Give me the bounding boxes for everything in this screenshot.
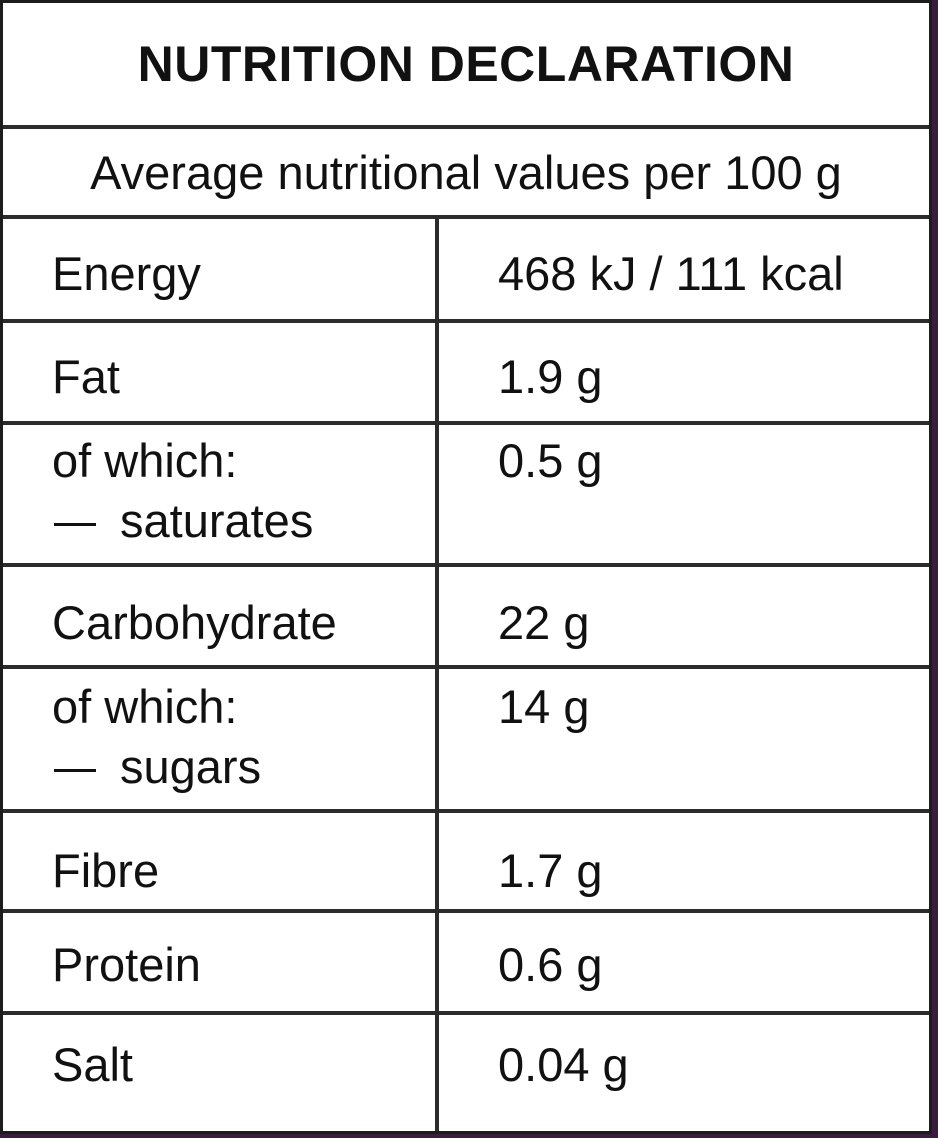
row-value: 468 kJ / 111 kcal: [498, 247, 844, 300]
row-label-group: of which: saturates: [52, 431, 313, 551]
table-row-salt: Salt 0.04 g: [3, 1015, 929, 1131]
table-row-energy: Energy 468 kJ / 111 kcal: [3, 219, 929, 323]
table-title: NUTRITION DECLARATION: [3, 3, 929, 129]
row-label: Energy: [52, 247, 201, 300]
table-subtitle: Average nutritional values per 100 g: [3, 129, 929, 219]
column-divider: [435, 219, 439, 1131]
row-value: 1.9 g: [498, 350, 603, 403]
row-label: Protein: [52, 938, 201, 991]
row-sub-label-line: saturates: [52, 491, 313, 551]
row-label: Fibre: [52, 844, 160, 897]
row-value: 0.5 g: [498, 434, 603, 487]
table-row-protein: Protein 0.6 g: [3, 913, 929, 1015]
table-row-fat: Fat 1.9 g: [3, 323, 929, 425]
row-label: Fat: [52, 350, 120, 403]
row-label: of which:: [52, 434, 238, 487]
row-value: 1.7 g: [498, 844, 603, 897]
table-row-fibre: Fibre 1.7 g: [3, 813, 929, 913]
row-label: Salt: [52, 1038, 133, 1091]
row-sub-label: sugars: [120, 740, 262, 793]
row-label: of which:: [52, 680, 238, 733]
table-row-sugars: of which: sugars 14 g: [3, 669, 929, 813]
row-label-group: of which: sugars: [52, 677, 261, 797]
row-sub-label: saturates: [120, 494, 314, 547]
row-label: Carbohydrate: [52, 596, 337, 649]
row-value: 14 g: [498, 680, 590, 733]
row-value: 0.04 g: [498, 1038, 629, 1091]
dash-icon: [54, 523, 96, 527]
table-row-carbohydrate: Carbohydrate 22 g: [3, 567, 929, 669]
dash-icon: [54, 769, 96, 773]
row-value: 22 g: [498, 596, 590, 649]
table-row-saturates: of which: saturates 0.5 g: [3, 425, 929, 567]
row-sub-label-line: sugars: [52, 737, 261, 797]
row-value: 0.6 g: [498, 938, 603, 991]
